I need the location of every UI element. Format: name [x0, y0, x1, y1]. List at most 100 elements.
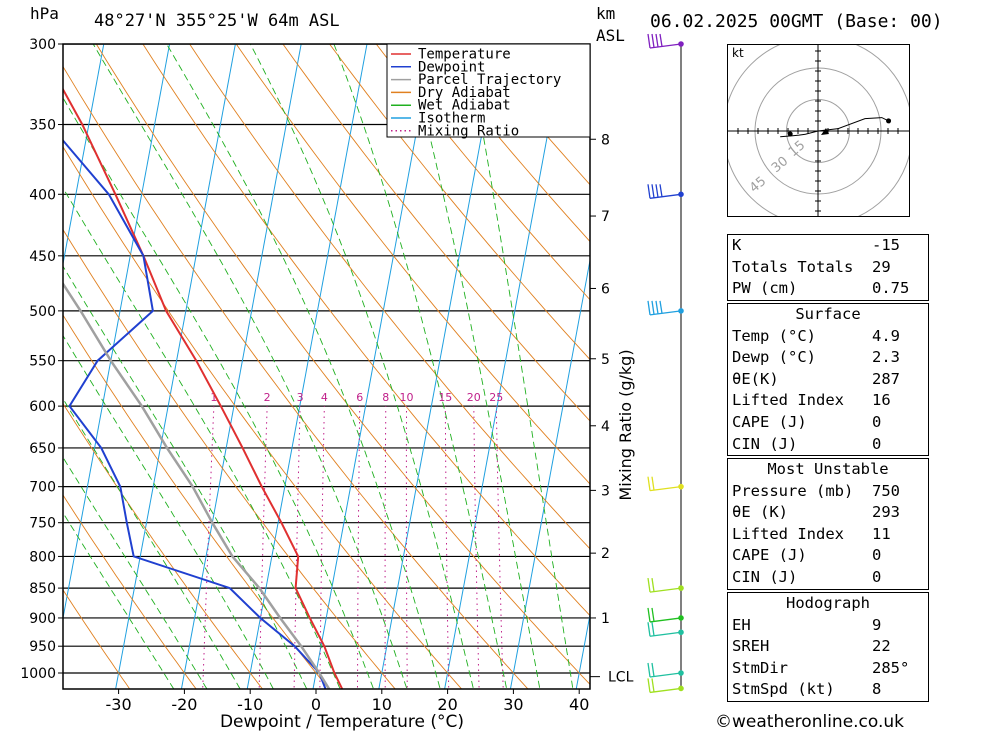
table-row-label: CAPE (J)	[732, 546, 807, 565]
credit-label: ©weatheronline.co.uk	[715, 712, 905, 732]
table-row: Totals Totals 29	[728, 257, 928, 279]
wind-barb-feather	[651, 476, 655, 491]
wet-adiabat-line	[63, 265, 308, 689]
isotherm-line	[63, 44, 171, 621]
wind-barb	[647, 476, 684, 492]
table-row-value: 29	[872, 257, 891, 276]
table-row-value: -15	[872, 236, 900, 254]
dry-adiabat-line	[142, 44, 590, 617]
legend-label: Parcel Trajectory	[418, 72, 561, 88]
hodograph-end-dot	[886, 118, 892, 124]
table-row: θE(K) 287	[728, 369, 928, 391]
hodograph-trace-lower	[780, 130, 819, 138]
mixing-ratio-label: 1	[210, 391, 217, 404]
mixing-ratio-label: 10	[400, 391, 414, 404]
wind-barb-feather	[651, 662, 655, 677]
table-section-title: Hodograph	[786, 594, 870, 612]
table-row: Lifted Index 16	[728, 390, 928, 412]
table-row-value: 4.9	[872, 326, 900, 345]
isotherm-line	[639, 26, 725, 703]
location-label: 48°27'N 355°25'W 64m ASL	[94, 11, 340, 31]
temperature-tick-label: -30	[106, 695, 132, 714]
table-row: Dewp (°C) 2.3	[728, 347, 928, 369]
wind-barb-feather	[647, 184, 651, 199]
mixing-ratio-line	[444, 406, 450, 689]
table-row: K -15	[728, 235, 928, 257]
table-row-label: Pressure (mb)	[732, 481, 854, 500]
legend-label: Isotherm	[418, 111, 485, 127]
table-row-label: θE(K)	[732, 369, 779, 388]
wind-barb-staff	[649, 687, 682, 694]
wind-barb-feather	[651, 33, 655, 48]
mixing-ratio-label: 6	[356, 391, 363, 404]
mixing-ratio-label: 20	[467, 391, 481, 404]
pressure-tick-label: 400	[29, 187, 56, 203]
mixing-ratio-line	[319, 406, 325, 689]
isotherm-line	[180, 44, 302, 689]
wind-barb	[647, 678, 684, 694]
table-row: StmSpd (kt) 8	[728, 679, 928, 701]
pressure-tick-label: 600	[29, 399, 56, 415]
isotherm-line	[509, 257, 590, 689]
table-row-value: 293	[872, 503, 900, 522]
wind-barb-feather	[651, 622, 655, 636]
wind-barb-feather	[647, 622, 651, 637]
isotherm-line	[575, 612, 590, 689]
dry-adiabat-line	[594, 26, 725, 703]
mixing-ratio-line	[258, 406, 268, 689]
wind-barb	[647, 607, 684, 623]
mixing-ratio-line	[405, 406, 408, 689]
wind-barb	[647, 33, 684, 49]
dry-adiabat-line	[63, 589, 131, 689]
wind-barb-feather	[659, 33, 663, 47]
pressure-tick-label: 450	[29, 249, 56, 265]
mixing-ratio-line	[293, 406, 301, 689]
pressure-tick-label: 650	[29, 441, 56, 457]
table-section-title: Surface	[795, 305, 861, 323]
isotherm-line	[378, 44, 500, 689]
wet-adiabat-line	[466, 44, 574, 689]
km-tick-label: 8	[601, 132, 610, 148]
table-row: Lifted Index 11	[728, 524, 928, 546]
mixing-ratio-line	[495, 406, 504, 689]
hodograph-end-dot	[787, 131, 793, 137]
table-row-value: 8	[872, 680, 882, 699]
table-row-value: 2.3	[872, 348, 900, 367]
table-row-value: 16	[872, 391, 891, 410]
wind-barb-feather	[647, 33, 651, 49]
wind-barb-staff	[649, 43, 682, 49]
skewt-chart: 1 2 3 4 6 8 10 15 20 25 3003504004505005506006507…	[20, 26, 725, 732]
dry-adiabat-line	[640, 26, 725, 703]
dry-adiabat-line	[235, 44, 590, 485]
pressure-tick-label: 300	[29, 37, 56, 53]
isotherm-line	[444, 44, 565, 689]
wind-barb-feather	[655, 33, 659, 48]
table-row-label: Lifted Index	[732, 524, 844, 543]
table-row: Pressure (mb) 750	[728, 481, 928, 503]
pressure-tick-label: 950	[29, 639, 56, 655]
hodograph-ring-label: 30	[769, 154, 791, 176]
hodograph-table: Hodograph EH 9 SREH 22 StmDir 285° StmSpd (kt) 8	[727, 592, 929, 702]
table-row: Temp (°C) 4.9	[728, 326, 928, 348]
dry-adiabat-line	[63, 314, 330, 689]
temperature-tick-label: 10	[372, 695, 392, 714]
mixing-ratio-line	[384, 406, 387, 689]
lcl-label: LCL	[608, 670, 634, 686]
wind-barb-feather	[647, 678, 651, 693]
km-tick-label: 5	[601, 352, 610, 368]
temperature-tick-label: -20	[171, 695, 197, 714]
hodograph-trace-upper	[817, 117, 889, 132]
legend-label: Temperature	[418, 47, 511, 63]
wind-barb-feather	[651, 300, 655, 315]
hodograph: kt 15 30 45	[723, 36, 913, 226]
pressure-tick-label: 750	[29, 516, 56, 532]
dry-adiabat-line	[189, 44, 590, 550]
mixing-ratio-label: 3	[297, 391, 304, 404]
isotherm-line	[63, 44, 105, 267]
mixing-ratio-line	[357, 406, 361, 689]
mixing-ratio-label: 15	[438, 391, 452, 404]
km-tick-label: 6	[601, 281, 610, 297]
dry-adiabat-line	[63, 228, 396, 689]
table-section-title: Most Unstable	[767, 460, 889, 478]
